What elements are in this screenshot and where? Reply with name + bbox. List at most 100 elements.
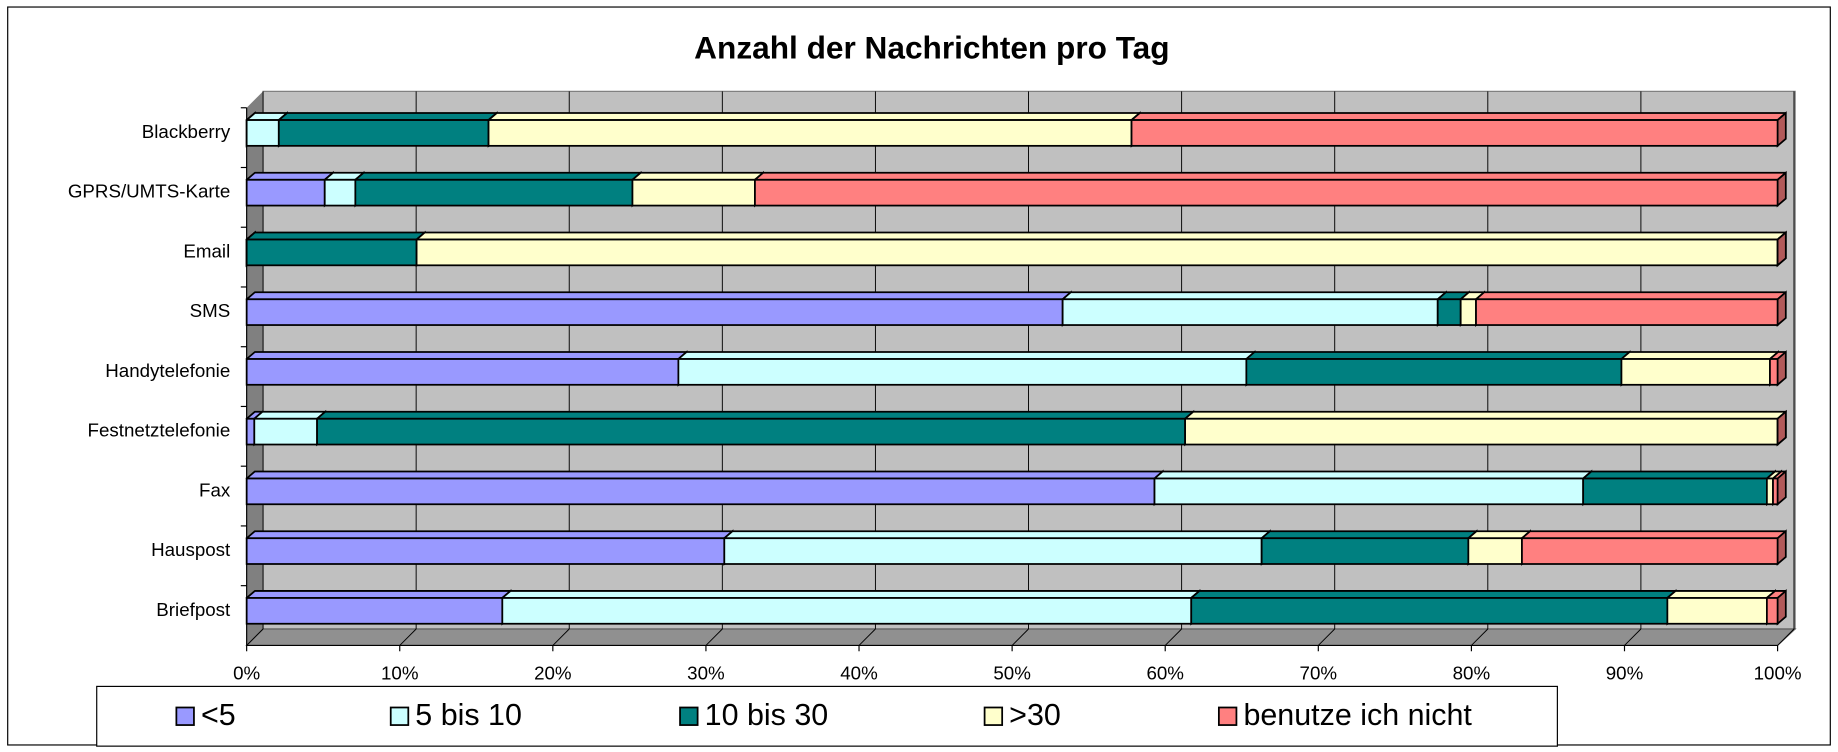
legend-label: benutze ich nicht (1243, 698, 1472, 732)
bar-top (1475, 291, 1787, 301)
x-tick-label: 60% (1146, 663, 1184, 684)
bar-side (1776, 230, 1787, 268)
bar-side (1776, 589, 1787, 626)
bar-top (1061, 291, 1447, 301)
x-tick-label: 30% (687, 663, 725, 684)
bar (1245, 358, 1623, 386)
bar (245, 298, 1064, 326)
bar (1582, 477, 1768, 506)
floor-grid-line (399, 628, 417, 646)
x-tick-label: 100% (1754, 663, 1802, 684)
bar (754, 178, 1779, 207)
bar-top (1245, 351, 1631, 360)
bar (323, 178, 357, 207)
x-tick-label: 80% (1453, 663, 1491, 684)
bar-top (501, 590, 1201, 599)
bar-side (1776, 111, 1787, 148)
y-tick-label: SMS (190, 300, 231, 321)
bar (1153, 477, 1585, 506)
bar (277, 119, 490, 147)
bar (1061, 298, 1439, 326)
bar (1765, 597, 1779, 625)
legend-swatch (175, 706, 195, 726)
bar-top (245, 590, 512, 599)
y-tick-label: Briefpost (156, 599, 231, 620)
bar (253, 417, 318, 446)
bar-top (1153, 470, 1593, 480)
bar (1521, 537, 1779, 565)
bar-top (1582, 470, 1776, 480)
legend-label: 10 bis 30 (705, 698, 829, 732)
y-tick-label: Hauspost (151, 539, 231, 560)
bar (1475, 298, 1779, 326)
bar-top (253, 410, 327, 420)
bar (245, 178, 326, 207)
floor-grid-line (1471, 628, 1489, 646)
bar-side (1776, 290, 1787, 327)
bar-top (245, 470, 1164, 480)
bar (677, 358, 1248, 386)
bar-top (277, 112, 498, 121)
bar-side (1776, 529, 1787, 566)
floor-grid-line (1777, 628, 1795, 646)
x-tick-label: 70% (1300, 663, 1338, 684)
legend-label: <5 (201, 698, 236, 732)
bar-top (1666, 590, 1776, 599)
bar-top (354, 171, 642, 181)
x-tick-label: 50% (993, 663, 1031, 684)
bar (245, 238, 418, 267)
floor-grid-line (1624, 628, 1642, 646)
bar-top (631, 171, 765, 181)
x-tick-label: 40% (840, 663, 878, 684)
chart-title: Anzahl der Nachrichten pro Tag (694, 30, 1169, 66)
floor-grid-line (858, 628, 876, 646)
bar (245, 537, 726, 565)
bar (1769, 358, 1779, 386)
bar-top (415, 231, 1787, 241)
bar-top (1130, 112, 1787, 121)
floor-grid-line (1011, 628, 1029, 646)
bar (723, 537, 1263, 565)
bar (245, 477, 1156, 506)
bar (1666, 597, 1768, 625)
bar-top (245, 291, 1072, 301)
bar (1620, 358, 1771, 386)
y-tick-label: Handytelefonie (105, 360, 230, 381)
bar (1184, 417, 1779, 446)
bar-side (1776, 469, 1787, 507)
bar (245, 597, 504, 625)
bar-top (245, 351, 688, 360)
floor-grid-line (246, 628, 264, 646)
floor-grid-line (1164, 628, 1182, 646)
legend-swatch (679, 706, 699, 726)
bar-side (1776, 170, 1787, 208)
bar-top (245, 171, 334, 181)
legend-swatch (389, 706, 410, 726)
bar (1765, 477, 1774, 506)
bar-top (245, 530, 734, 540)
x-tick-label: 20% (534, 663, 571, 684)
bar-top (1521, 530, 1787, 540)
bar-side (1776, 409, 1787, 447)
bar-top (723, 530, 1271, 540)
x-tick-label: 0% (233, 663, 260, 684)
legend-swatch (983, 706, 1004, 726)
y-tick-label: GPRS/UMTS-Karte (68, 181, 230, 202)
bar (1459, 298, 1477, 326)
bar (415, 238, 1779, 267)
floor-grid-line (705, 628, 723, 646)
bar-top (1467, 530, 1532, 540)
bar (501, 597, 1193, 625)
legend-swatch (1217, 706, 1238, 726)
bar-top (487, 112, 1141, 121)
bar-top (316, 410, 1195, 420)
bar-top (677, 351, 1256, 360)
x-tick-label: 10% (381, 663, 418, 684)
legend-box (96, 685, 1558, 747)
y-tick-label: Fax (199, 479, 231, 500)
bar (1190, 597, 1669, 625)
bar (487, 119, 1133, 147)
bar-side (1776, 350, 1787, 387)
